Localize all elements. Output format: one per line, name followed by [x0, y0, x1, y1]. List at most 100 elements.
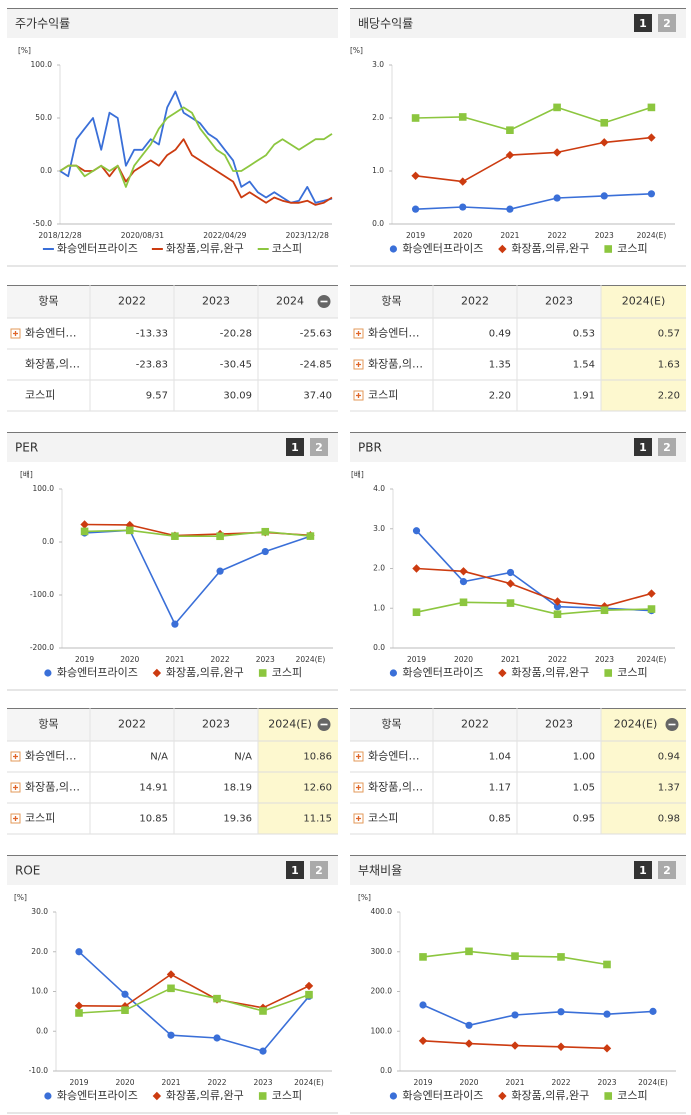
legend-label: 코스피 [617, 666, 647, 679]
x-tick-label: 2019 [406, 231, 425, 240]
marker [125, 520, 134, 530]
marker [411, 114, 420, 122]
marker [412, 527, 421, 535]
legend-label: 코스피 [617, 1089, 647, 1102]
expand-icon-plus[interactable] [356, 785, 361, 790]
table-cell: 2.20 [489, 391, 511, 402]
table-cell: 14.91 [139, 783, 168, 794]
expand-icon-plus[interactable] [356, 362, 361, 367]
expand-icon-plus[interactable] [13, 331, 18, 336]
marker [411, 205, 420, 213]
page-button[interactable] [658, 438, 676, 456]
row-label: 화장품,의… [25, 358, 80, 371]
marker [459, 598, 468, 607]
row-label: 코스피 [25, 812, 55, 825]
page-button[interactable] [286, 861, 304, 879]
page-button[interactable] [658, 14, 676, 32]
page-button[interactable] [286, 438, 304, 456]
legend-label: 코스피 [272, 242, 302, 255]
marker [259, 1047, 267, 1055]
y-tick-label: 1.0 [373, 603, 385, 612]
marker [556, 1042, 566, 1051]
marker [649, 1007, 657, 1015]
chart-panel: 주가수익률 [%]100.0 50.0 0.0 -50.0 2018/12/28 2020/… [7, 8, 338, 267]
page-button-label[interactable]: 1 [639, 864, 647, 877]
chart-title: 주가수익률 [15, 17, 70, 31]
marker [511, 952, 519, 960]
page-button-label[interactable]: 2 [663, 864, 671, 877]
chart-title: 배당수익률 [358, 17, 413, 31]
x-tick-label: 2020 [453, 231, 472, 240]
marker [74, 1001, 84, 1011]
series-line [416, 567, 652, 608]
page-button[interactable] [310, 861, 328, 879]
x-tick-label: 2021 [505, 1078, 524, 1087]
marker [80, 520, 89, 529]
expand-icon-plus[interactable] [356, 331, 361, 336]
page-button[interactable] [634, 861, 652, 879]
x-tick-label: 2022 [548, 231, 567, 240]
expand-icon-plus[interactable] [356, 754, 361, 759]
legend: 화승엔터프라이즈 화장품,의류,완구 코스피 [44, 1089, 302, 1102]
expand-icon-plus[interactable] [13, 816, 18, 821]
y-tick-label: 3.0 [373, 524, 385, 533]
row-label: 화장품,의… [25, 781, 80, 794]
page-button-label[interactable]: 2 [315, 441, 323, 454]
x-tick-label: 2022 [551, 1078, 570, 1087]
marker [506, 579, 515, 588]
marker [258, 1092, 267, 1100]
expand-icon-plus[interactable] [356, 816, 361, 821]
y-tick-label: 0.0 [42, 537, 54, 546]
panel-header [350, 855, 686, 885]
table-header-cell: 2024(E) [614, 718, 658, 731]
legend-label: 코스피 [272, 1089, 302, 1102]
page-button-label[interactable]: 2 [663, 441, 671, 454]
marker [306, 532, 315, 540]
expand-icon-plus[interactable] [356, 393, 361, 398]
table-header-cell: 2022 [461, 295, 489, 308]
page-button[interactable] [634, 14, 652, 32]
table-cell: 12.60 [303, 783, 332, 794]
legend-label: 화승엔터프라이즈 [402, 666, 483, 679]
page-button-label[interactable]: 2 [315, 864, 323, 877]
series-line [415, 106, 652, 131]
x-tick-label: 2019 [75, 655, 94, 664]
page-button-label[interactable]: 1 [291, 441, 299, 454]
x-tick-label: 2020 [120, 655, 139, 664]
table-header-cell: 2024 [276, 295, 304, 308]
series-line [78, 987, 310, 1014]
table-cell: 10.86 [303, 752, 332, 763]
table-cell: 11.15 [303, 814, 332, 825]
y-unit: [배] [351, 470, 364, 479]
page-button-label[interactable]: 1 [639, 441, 647, 454]
page-button[interactable] [310, 438, 328, 456]
table-header-cell: 2023 [545, 295, 573, 308]
legend-label: 화승엔터프라이즈 [57, 1089, 138, 1102]
legend-label: 화장품,의류,완구 [511, 1089, 589, 1102]
x-tick-label: 2019 [69, 1078, 88, 1087]
legend-label: 화승엔터프라이즈 [402, 242, 483, 255]
marker [600, 138, 609, 147]
page-button-label[interactable]: 1 [639, 17, 647, 30]
x-tick-label: 2023 [597, 1078, 616, 1087]
expand-icon-plus[interactable] [13, 785, 18, 790]
page-button-label[interactable]: 1 [291, 864, 299, 877]
marker [458, 113, 467, 121]
marker [506, 205, 514, 213]
page-button[interactable] [634, 438, 652, 456]
x-tick-label: 2023 [595, 231, 614, 240]
page-button-label[interactable]: 2 [663, 17, 671, 30]
y-tick-label: 20.0 [31, 947, 48, 956]
y-unit: [%] [14, 893, 27, 902]
y-unit: [%] [358, 893, 371, 902]
legend: 화승엔터프라이즈 화장품,의류,완구 코스피 [42, 242, 302, 255]
chart-panel: ROE 1 2 [%] 30.0 20.0 10.0 0.0 -10.0 2019 2020 2021… [7, 855, 338, 1114]
chart-panel: PBR 1 2 [배] 4.0 3.0 2.0 1.0 0.0 2019 2020 2021 2022 2… [350, 432, 686, 691]
marker [411, 171, 420, 180]
page-button[interactable] [658, 861, 676, 879]
marker [213, 1034, 221, 1042]
table-cell: 1.00 [573, 752, 595, 763]
marker [259, 1007, 267, 1015]
expand-icon-plus[interactable] [13, 754, 18, 759]
